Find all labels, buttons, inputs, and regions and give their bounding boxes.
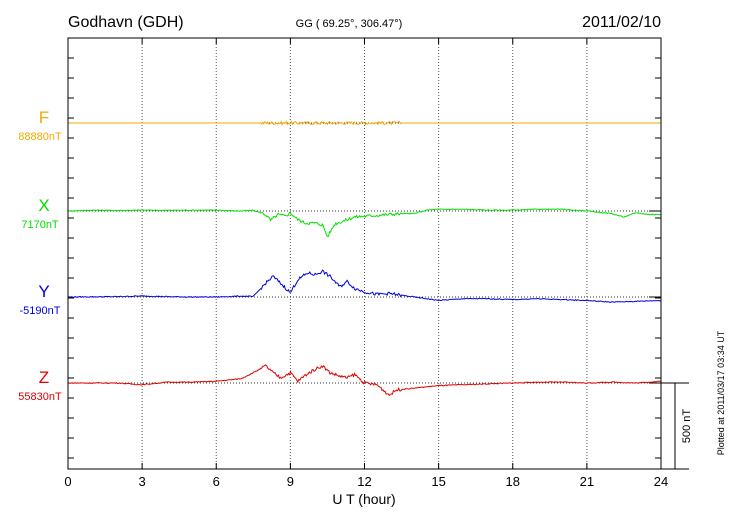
series-name-x: X <box>38 196 49 215</box>
series-line-z <box>68 364 662 397</box>
series-line-x <box>67 208 662 238</box>
series-baseline-label-f: 88880nT <box>18 131 62 143</box>
station-coordinates: GG ( 69.25°, 306.47°) <box>296 18 403 30</box>
series-baseline-label-y: -5190nT <box>20 305 61 317</box>
x-tick-label-6: 6 <box>213 474 220 489</box>
x-tick-label-3: 3 <box>139 474 146 489</box>
series-name-z: Z <box>39 368 49 387</box>
x-tick-label-24: 24 <box>654 474 668 489</box>
scale-bar-label: 500 nT <box>681 409 693 444</box>
chart-date: 2011/02/10 <box>582 14 661 31</box>
series-name-y: Y <box>38 282 49 301</box>
scale-bar: 500 nT <box>661 382 693 470</box>
series-labels: F 88880nT X 7170nT Y -5190nT Z 55830nT <box>18 108 62 403</box>
series-lines <box>67 120 662 397</box>
series-line-y <box>67 269 662 304</box>
station-title: Godhavn (GDH) <box>68 14 184 31</box>
x-ticks: 0 3 6 9 12 15 18 21 24 <box>64 38 668 489</box>
x-tick-label-18: 18 <box>506 474 520 489</box>
x-tick-label-9: 9 <box>287 474 294 489</box>
x-tick-label-0: 0 <box>64 474 71 489</box>
series-line-f <box>68 120 661 126</box>
series-name-f: F <box>39 108 49 127</box>
series-baseline-label-z: 55830nT <box>18 391 62 403</box>
x-tick-label-15: 15 <box>431 474 445 489</box>
series-baseline-label-x: 7170nT <box>21 219 59 231</box>
grid <box>68 38 661 469</box>
x-axis-label: U T (hour) <box>332 491 395 507</box>
plotted-timestamp: Plotted at 2011/03/17 03:34 UT <box>716 330 726 455</box>
x-tick-label-21: 21 <box>580 474 594 489</box>
x-tick-label-12: 12 <box>357 474 371 489</box>
